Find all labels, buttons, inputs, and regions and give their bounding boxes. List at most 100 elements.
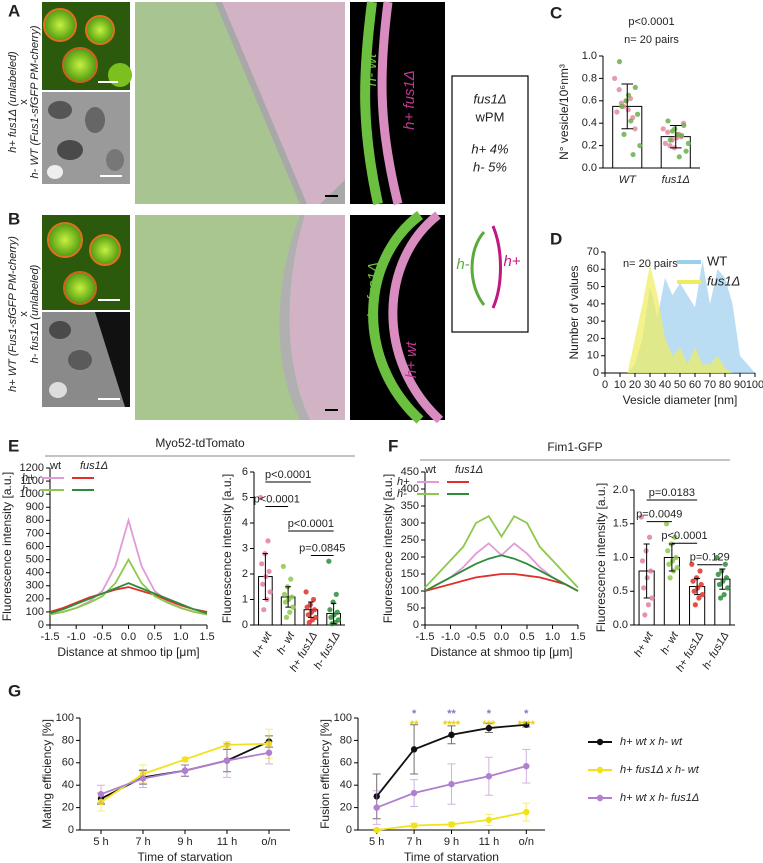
data-point	[373, 804, 380, 811]
x-tick-label: o/n	[519, 836, 534, 848]
panel-title: Fim1-GFP	[547, 440, 602, 454]
data-point	[628, 118, 634, 124]
legend-label: fus1Δ	[707, 273, 740, 288]
y-tick-label: 450	[401, 466, 419, 478]
diagram-label: h+	[503, 253, 520, 270]
diagram-h-minus	[470, 231, 486, 306]
data-point	[303, 589, 309, 595]
data-point	[691, 588, 697, 594]
data-point	[327, 607, 333, 613]
data-point	[716, 581, 723, 588]
data-point	[265, 538, 271, 544]
panel-title: Myo52-tdTomato	[155, 436, 245, 450]
y-tick-label: 350	[401, 500, 419, 512]
data-point	[485, 773, 493, 780]
panel-letter: G	[8, 681, 21, 700]
y-tick-label: 60	[587, 263, 599, 275]
cell-h-minus	[135, 2, 300, 204]
box-text: h- 5%	[473, 159, 507, 174]
x-tick-label: h- wt	[659, 629, 682, 656]
panel-letter: A	[8, 1, 20, 20]
legend-marker	[596, 738, 604, 746]
box-text: fus1Δ	[473, 91, 506, 106]
data-point	[723, 575, 730, 581]
side-text: x	[18, 99, 30, 105]
membrane-h-plus	[388, 211, 444, 424]
cell	[108, 63, 132, 87]
y-tick-label: 0.5	[613, 585, 628, 597]
x-tick-label: -1.5	[416, 631, 435, 643]
data-point	[714, 554, 720, 561]
x-tick-label: 1.0	[545, 631, 560, 643]
x-tick-label: 0	[602, 379, 608, 391]
data-point	[328, 614, 334, 620]
error-bar	[719, 568, 726, 590]
cell	[63, 271, 97, 305]
significance: ***	[482, 719, 496, 731]
data-point	[648, 568, 654, 574]
legend-row: h-	[397, 488, 407, 500]
data-point	[678, 132, 685, 139]
data-point	[181, 767, 189, 774]
data-point	[666, 561, 672, 567]
side-text: h+ fus1Δ (unlabeled)	[7, 51, 19, 153]
cell	[85, 15, 115, 45]
data-point	[282, 599, 289, 605]
data-point	[266, 568, 272, 575]
data-point	[259, 561, 265, 567]
y-tick-label: 0.4	[582, 117, 597, 129]
cell	[48, 101, 72, 119]
legend-row: h+	[22, 472, 35, 484]
data-point	[718, 595, 724, 601]
diagram-h-plus	[491, 225, 502, 309]
error-bar	[643, 543, 650, 599]
cell	[85, 107, 105, 133]
data-point	[699, 592, 706, 598]
legend-label: h+ wt x h- fus1Δ	[620, 792, 699, 804]
data-point	[662, 140, 669, 146]
cell	[47, 165, 63, 179]
y-tick-label: 0.2	[582, 140, 597, 152]
x-tick-label: 0.5	[147, 631, 162, 643]
annotation: p<0.0001	[628, 16, 674, 28]
y-tick-label: 200	[401, 551, 419, 563]
panel-a-images	[42, 1, 445, 206]
data-point	[672, 126, 678, 132]
x-tick-label: 80	[719, 379, 731, 391]
data-point	[695, 585, 701, 591]
legend-label: WT	[707, 253, 727, 268]
data-point	[715, 571, 721, 577]
y-axis-label: Fluorescence intensity [a.u.]	[381, 474, 395, 623]
panel-b-images	[42, 211, 445, 424]
data-point	[672, 534, 678, 540]
data-point	[681, 122, 687, 129]
data-point	[676, 154, 682, 160]
data-point	[665, 118, 671, 124]
error-bar	[668, 543, 675, 572]
data-point	[669, 558, 676, 564]
panel-letter: C	[550, 3, 562, 22]
p-value: p=0.0049	[636, 509, 682, 521]
data-point	[448, 821, 455, 828]
data-point	[263, 573, 269, 580]
y-tick-label: 20	[340, 802, 352, 814]
data-point	[692, 602, 698, 608]
data-point	[644, 575, 650, 581]
data-point	[612, 75, 618, 81]
y-axis-label: Mating efficiency [%]	[40, 719, 54, 829]
cell-h-plus	[222, 2, 345, 204]
membrane-h-minus	[368, 211, 424, 424]
data-point	[634, 111, 641, 117]
segmentation-label: h- fus1Δ	[365, 262, 382, 318]
data-point	[720, 578, 726, 584]
data-point	[621, 131, 627, 137]
legend-column: wt	[424, 464, 436, 476]
data-point	[660, 126, 666, 132]
data-point	[698, 581, 704, 588]
y-tick-label: 100	[26, 606, 44, 618]
data-point	[280, 563, 286, 569]
x-tick-label: 70	[704, 379, 716, 391]
x-tick-label: 9 h	[444, 836, 459, 848]
data-point	[674, 565, 680, 571]
